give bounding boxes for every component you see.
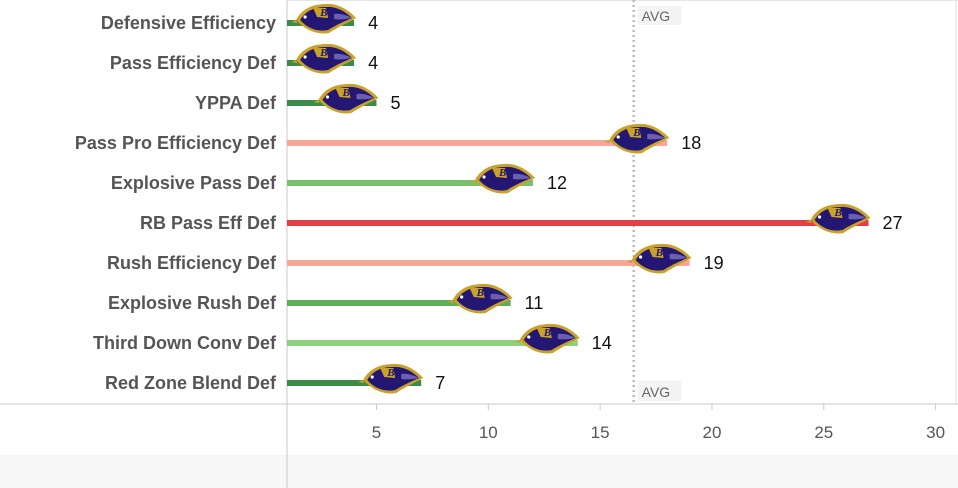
avg-label-bg-bottom (637, 381, 682, 401)
data-label: 11 (525, 293, 544, 313)
category-label: Pass Pro Efficiency Def (75, 133, 277, 153)
ravens-logo-icon (291, 43, 357, 74)
data-label: 4 (368, 53, 378, 73)
bar (287, 380, 422, 386)
bar (287, 340, 578, 346)
category-label: Rush Efficiency Def (107, 253, 277, 273)
avg-label-bg-top (637, 6, 682, 25)
category-label: Red Zone Blend Def (105, 373, 277, 393)
data-label: 7 (435, 373, 445, 393)
ravens-logo-icon (805, 203, 871, 234)
avg-label-bottom: AVG (642, 384, 671, 400)
data-label: 18 (681, 133, 701, 153)
ravens-logo-icon (514, 323, 580, 354)
ravens-logo-icon (626, 243, 692, 274)
category-label: Explosive Pass Def (111, 173, 277, 193)
x-tick-label: 30 (926, 423, 945, 442)
data-label: 19 (704, 253, 724, 273)
category-label: RB Pass Eff Def (140, 213, 277, 233)
bar (287, 220, 869, 226)
bar (287, 260, 690, 266)
category-label: YPPA Def (195, 93, 277, 113)
ravens-logo-icon (313, 83, 379, 114)
x-tick-label: 20 (703, 423, 722, 442)
data-label: 5 (390, 93, 400, 113)
x-tick-label: 5 (372, 423, 381, 442)
bar (287, 140, 668, 146)
data-label: 27 (883, 213, 903, 233)
bar (287, 180, 534, 186)
ravens-logo-icon (291, 3, 357, 34)
category-label: Defensive Efficiency (101, 13, 276, 33)
ravens-logo-icon (604, 123, 670, 154)
x-tick-label: 15 (591, 423, 610, 442)
data-label: 4 (368, 13, 378, 33)
category-label: Pass Efficiency Def (110, 53, 277, 73)
category-label: Third Down Conv Def (93, 333, 277, 353)
avg-label-top: AVG (642, 8, 671, 24)
data-label: 12 (547, 173, 567, 193)
ravens-logo-icon (358, 363, 424, 394)
data-label: 14 (592, 333, 612, 353)
ravens-logo-icon (470, 163, 536, 194)
x-tick-label: 10 (479, 423, 498, 442)
footer-band (0, 455, 958, 488)
bar (287, 300, 511, 306)
ravens-logo-icon (447, 283, 513, 314)
x-tick-label: 25 (814, 423, 833, 442)
category-label: Explosive Rush Def (108, 293, 277, 313)
